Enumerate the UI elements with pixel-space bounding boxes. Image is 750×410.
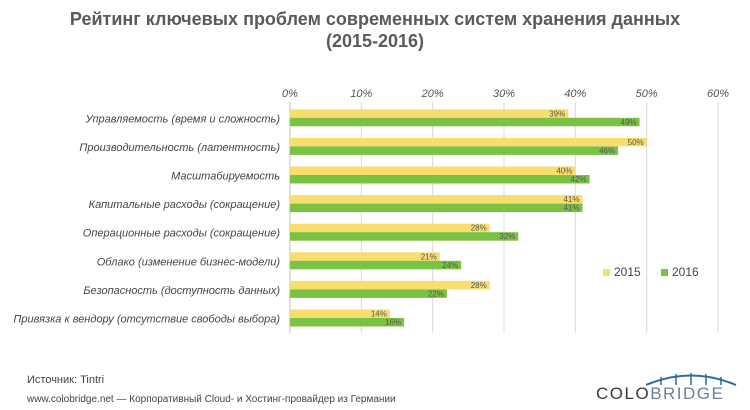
legend-label-2016: 2016 [672,265,699,279]
data-label: 21% [421,252,437,261]
data-label: 14% [371,310,387,319]
data-label: 50% [628,138,644,147]
category-label: Безопасность (доступность данных) [83,285,280,297]
data-label: 28% [471,281,487,290]
bar-2015 [290,109,569,118]
bar-2015 [290,195,583,204]
bar-2015 [290,280,490,290]
bar-2015 [290,252,440,261]
legend-label-2015: 2015 [614,265,641,279]
logo-part-bridge: BRIDGE [650,384,725,403]
x-tick-label: 10% [350,88,372,100]
x-tick-label: 20% [421,88,444,100]
chart-title-line-2: (2015-2016) [325,31,425,51]
data-label: 41% [563,204,579,213]
legend-swatch-2015 [603,269,610,276]
data-label: 22% [428,289,444,298]
bar-2016 [290,117,640,127]
bar-2015 [290,223,490,233]
data-label: 24% [442,261,458,270]
bar-2016 [290,232,519,241]
bar-chart: 0% 10% 20% 30% 40% 50% 60% Управляемость (время… [13,88,729,333]
x-tick-label: 60% [707,88,729,100]
category-label: Масштабируемость [171,171,280,183]
bridge-arch-icon [646,373,737,386]
bar-2016 [290,289,447,298]
data-label: 49% [621,118,637,127]
category-label: Производительность (латентность) [79,142,280,154]
data-label: 39% [549,109,565,118]
category-label: Облако (изменение бизнес-модели) [97,256,281,268]
bar-2016 [290,260,462,270]
data-label: 40% [556,167,572,176]
data-label: 16% [385,318,401,327]
data-label: 28% [471,224,487,233]
data-label: 32% [499,232,515,241]
x-tick-label: 40% [564,88,586,100]
source-note: Источник: Tintri [27,374,105,386]
chart-title-line-1: Рейтинг ключевых проблем современных сис… [69,9,681,29]
logo-part-colo: COLO [596,384,651,403]
x-tick-label: 50% [636,88,658,100]
data-label: 41% [563,195,579,204]
bar-2015 [290,309,390,318]
category-label: Управляемость (время и сложность) [85,113,281,125]
bar-2015 [290,166,576,175]
colobridge-logo: COLOBRIDGE [596,372,737,406]
category-label: Операционные расходы (сокращение) [83,228,281,240]
bar-2016 [290,146,619,155]
data-label: 46% [599,146,615,155]
bar-2016 [290,203,583,213]
category-label: Привязка к вендору (отсутствие свободы в… [13,314,280,326]
site-footer: www.colobridge.net — Корпоративный Cloud… [27,394,396,405]
bar-2016 [290,175,590,184]
logo-wordmark: COLOBRIDGE [596,384,724,404]
bar-2015 [290,137,647,147]
bar-2016 [290,318,405,327]
x-tick-label: 0% [282,88,298,100]
data-label: 42% [571,175,587,184]
category-label: Капитальные расходы (сокращение) [89,199,281,211]
x-tick-label: 30% [493,88,515,100]
legend-swatch-2016 [661,269,668,276]
